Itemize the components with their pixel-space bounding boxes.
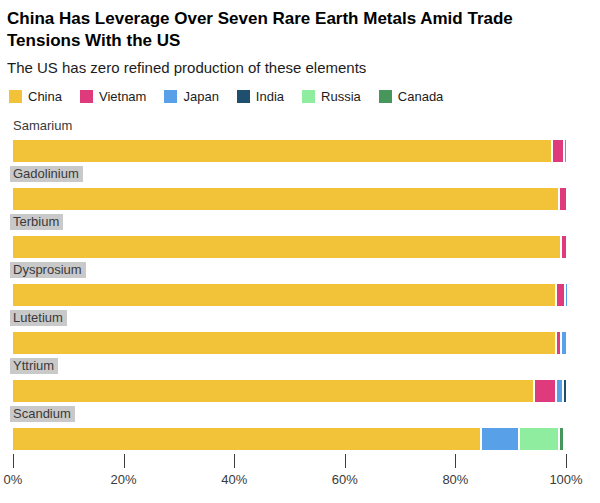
chart-page: China Has Leverage Over Seven Rare Earth… (0, 0, 600, 503)
legend-swatch-china (9, 90, 22, 103)
bar-terbium (13, 236, 566, 258)
x-tick-label-80-: 80% (442, 472, 468, 487)
segment-samarium-vietnam (553, 140, 563, 162)
segment-dysprosium-japan (566, 284, 567, 306)
segment-lutetium-japan (562, 332, 566, 354)
category-label-dysprosium: Dysprosium (10, 262, 86, 278)
legend-swatch-vietnam (80, 90, 93, 103)
legend-swatch-canada (379, 90, 392, 103)
legend-item-japan: Japan (164, 89, 218, 104)
segment-scandium-japan (482, 428, 518, 450)
segment-yttrium-china (13, 380, 533, 402)
x-axis: 0%20%40%60%80%100% (13, 449, 600, 493)
legend-item-canada: Canada (379, 89, 444, 104)
legend-swatch-japan (164, 90, 177, 103)
segment-yttrium-india (564, 380, 566, 402)
category-label-samarium: Samarium (10, 118, 76, 134)
bar-row-scandium: Scandium (13, 401, 600, 449)
legend-label-russia: Russia (321, 89, 361, 104)
category-label-terbium: Terbium (10, 214, 63, 230)
segment-scandium-china (13, 428, 480, 450)
segment-lutetium-vietnam (557, 332, 560, 354)
segment-samarium-japan (565, 140, 566, 162)
x-tick-label-60-: 60% (332, 472, 358, 487)
x-tick-0- (13, 454, 14, 468)
bar-lutetium (13, 332, 566, 354)
x-tick-80- (455, 454, 456, 468)
bar-row-dysprosium: Dysprosium (13, 257, 600, 305)
x-tick-label-40-: 40% (221, 472, 247, 487)
category-label-gadolinium: Gadolinium (10, 166, 83, 182)
bar-row-lutetium: Lutetium (13, 305, 600, 353)
category-label-lutetium: Lutetium (10, 310, 67, 326)
bar-row-gadolinium: Gadolinium (13, 161, 600, 209)
segment-scandium-russia (520, 428, 558, 450)
bar-row-terbium: Terbium (13, 209, 600, 257)
segment-terbium-vietnam (562, 236, 566, 258)
bar-dysprosium (13, 284, 566, 306)
legend-item-india: India (237, 89, 284, 104)
bar-yttrium (13, 380, 566, 402)
chart-header: China Has Leverage Over Seven Rare Earth… (0, 0, 600, 76)
legend-label-vietnam: Vietnam (99, 89, 146, 104)
x-tick-20- (124, 454, 125, 468)
chart-title-line1: China Has Leverage Over Seven Rare Earth… (7, 8, 592, 30)
chart-subtitle: The US has zero refined production of th… (7, 59, 592, 76)
legend-swatch-india (237, 90, 250, 103)
segment-samarium-china (13, 140, 551, 162)
x-tick-100- (566, 454, 567, 468)
x-tick-label-20-: 20% (111, 472, 137, 487)
x-tick-label-0-: 0% (4, 472, 23, 487)
x-tick-60- (345, 454, 346, 468)
bar-scandium (13, 428, 566, 450)
segment-dysprosium-vietnam (557, 284, 563, 306)
segment-scandium-canada (560, 428, 564, 450)
segment-gadolinium-vietnam (560, 188, 566, 210)
chart-legend: China Vietnam Japan India Russia Canada (0, 76, 600, 104)
bar-row-samarium: Samarium (13, 113, 600, 161)
segment-gadolinium-china (13, 188, 558, 210)
legend-item-russia: Russia (302, 89, 361, 104)
segment-yttrium-japan (557, 380, 562, 402)
legend-item-vietnam: Vietnam (80, 89, 146, 104)
category-label-scandium: Scandium (10, 406, 75, 422)
category-label-yttrium: Yttrium (10, 358, 58, 374)
segment-terbium-china (13, 236, 560, 258)
bar-samarium (13, 140, 566, 162)
chart-title: China Has Leverage Over Seven Rare Earth… (7, 8, 592, 52)
x-tick-40- (234, 454, 235, 468)
legend-label-china: China (28, 89, 62, 104)
bar-row-yttrium: Yttrium (13, 353, 600, 401)
chart-title-line2: Tensions With the US (7, 30, 592, 52)
stacked-bar-chart: Samarium Gadolinium Terbium Dysprosium Lutet… (13, 113, 600, 449)
segment-yttrium-vietnam (535, 380, 555, 402)
segment-dysprosium-china (13, 284, 555, 306)
legend-item-china: China (9, 89, 62, 104)
legend-swatch-russia (302, 90, 315, 103)
x-tick-label-100-: 100% (549, 472, 582, 487)
legend-label-japan: Japan (183, 89, 218, 104)
bar-gadolinium (13, 188, 566, 210)
segment-lutetium-china (13, 332, 555, 354)
legend-label-canada: Canada (398, 89, 444, 104)
legend-label-india: India (256, 89, 284, 104)
